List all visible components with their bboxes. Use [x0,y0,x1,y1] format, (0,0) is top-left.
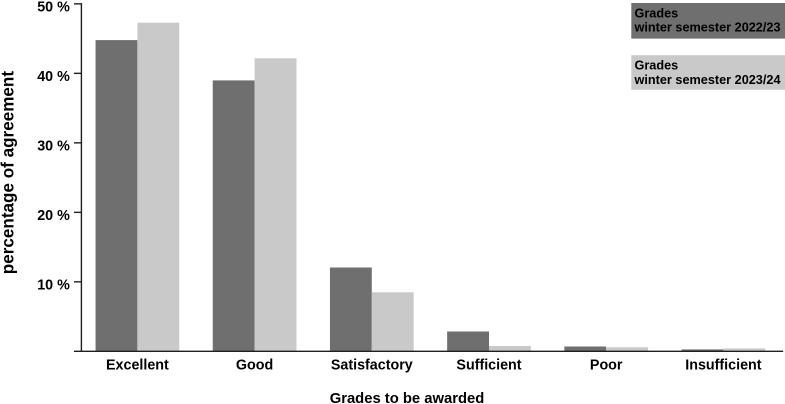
svg-text:Grades: Grades [635,59,679,73]
svg-text:10 %: 10 % [37,277,70,293]
svg-text:Excellent: Excellent [106,358,169,374]
svg-text:Grades to be awarded: Grades to be awarded [330,391,485,404]
svg-text:50 %: 50 % [37,0,70,15]
svg-text:Grades: Grades [635,6,679,20]
svg-text:Good: Good [236,358,273,374]
svg-text:20 %: 20 % [37,208,70,224]
svg-text:Poor: Poor [590,358,623,374]
svg-text:Insufficient: Insufficient [685,358,761,374]
svg-text:30 %: 30 % [37,138,70,154]
svg-text:winter semester 2022/23: winter semester 2022/23 [634,21,781,35]
svg-text:Satisfactory: Satisfactory [331,358,413,374]
svg-text:Sufficient: Sufficient [456,358,521,374]
svg-text:40 %: 40 % [37,69,70,85]
svg-text:winter semester 2023/24: winter semester 2023/24 [634,73,781,87]
svg-text:percentage of agreement: percentage of agreement [0,71,18,275]
